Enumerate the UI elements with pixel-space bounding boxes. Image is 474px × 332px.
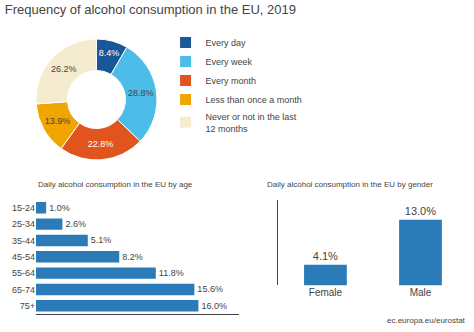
svg-text:5.1%: 5.1% — [91, 235, 112, 245]
svg-text:Daily alcohol consumption in t: Daily alcohol consumption in the EU by g… — [267, 180, 433, 189]
svg-text:35-44: 35-44 — [12, 236, 35, 246]
svg-text:13.0%: 13.0% — [405, 205, 436, 217]
svg-text:13.9%: 13.9% — [45, 116, 71, 126]
svg-text:Frequency of alcohol consumpti: Frequency of alcohol consumption in the … — [5, 2, 296, 17]
svg-text:11.8%: 11.8% — [159, 268, 184, 278]
svg-text:2.6%: 2.6% — [65, 219, 86, 229]
svg-text:16.0%: 16.0% — [201, 301, 227, 311]
svg-text:Never or not in the last12 mon: Never or not in the last12 months — [206, 112, 297, 134]
svg-text:26.2%: 26.2% — [51, 64, 77, 74]
svg-text:Daily alcohol consumption in t: Daily alcohol consumption in the EU by a… — [38, 180, 193, 189]
svg-text:1.0%: 1.0% — [49, 203, 70, 213]
svg-text:ec.europa.eu/eurostat: ec.europa.eu/eurostat — [387, 316, 466, 325]
svg-text:8.4%: 8.4% — [99, 48, 120, 58]
svg-text:Every month: Every month — [206, 76, 257, 86]
svg-text:75+: 75+ — [20, 301, 35, 311]
svg-text:8.2%: 8.2% — [122, 252, 143, 262]
svg-text:55-64: 55-64 — [12, 268, 35, 278]
svg-text:28.8%: 28.8% — [128, 88, 154, 98]
svg-text:15.6%: 15.6% — [197, 284, 223, 294]
svg-text:Every day: Every day — [206, 38, 247, 48]
svg-text:Male: Male — [410, 287, 432, 298]
svg-text:4.1%: 4.1% — [313, 250, 338, 262]
svg-text:65-74: 65-74 — [12, 285, 35, 295]
svg-text:22.8%: 22.8% — [88, 139, 114, 149]
svg-text:45-54: 45-54 — [12, 252, 35, 262]
svg-text:25-34: 25-34 — [12, 219, 35, 229]
svg-text:Less than once a month: Less than once a month — [206, 95, 302, 105]
svg-text:Every week: Every week — [206, 57, 253, 67]
svg-text:Female: Female — [309, 287, 343, 298]
svg-text:15-24: 15-24 — [12, 203, 35, 213]
